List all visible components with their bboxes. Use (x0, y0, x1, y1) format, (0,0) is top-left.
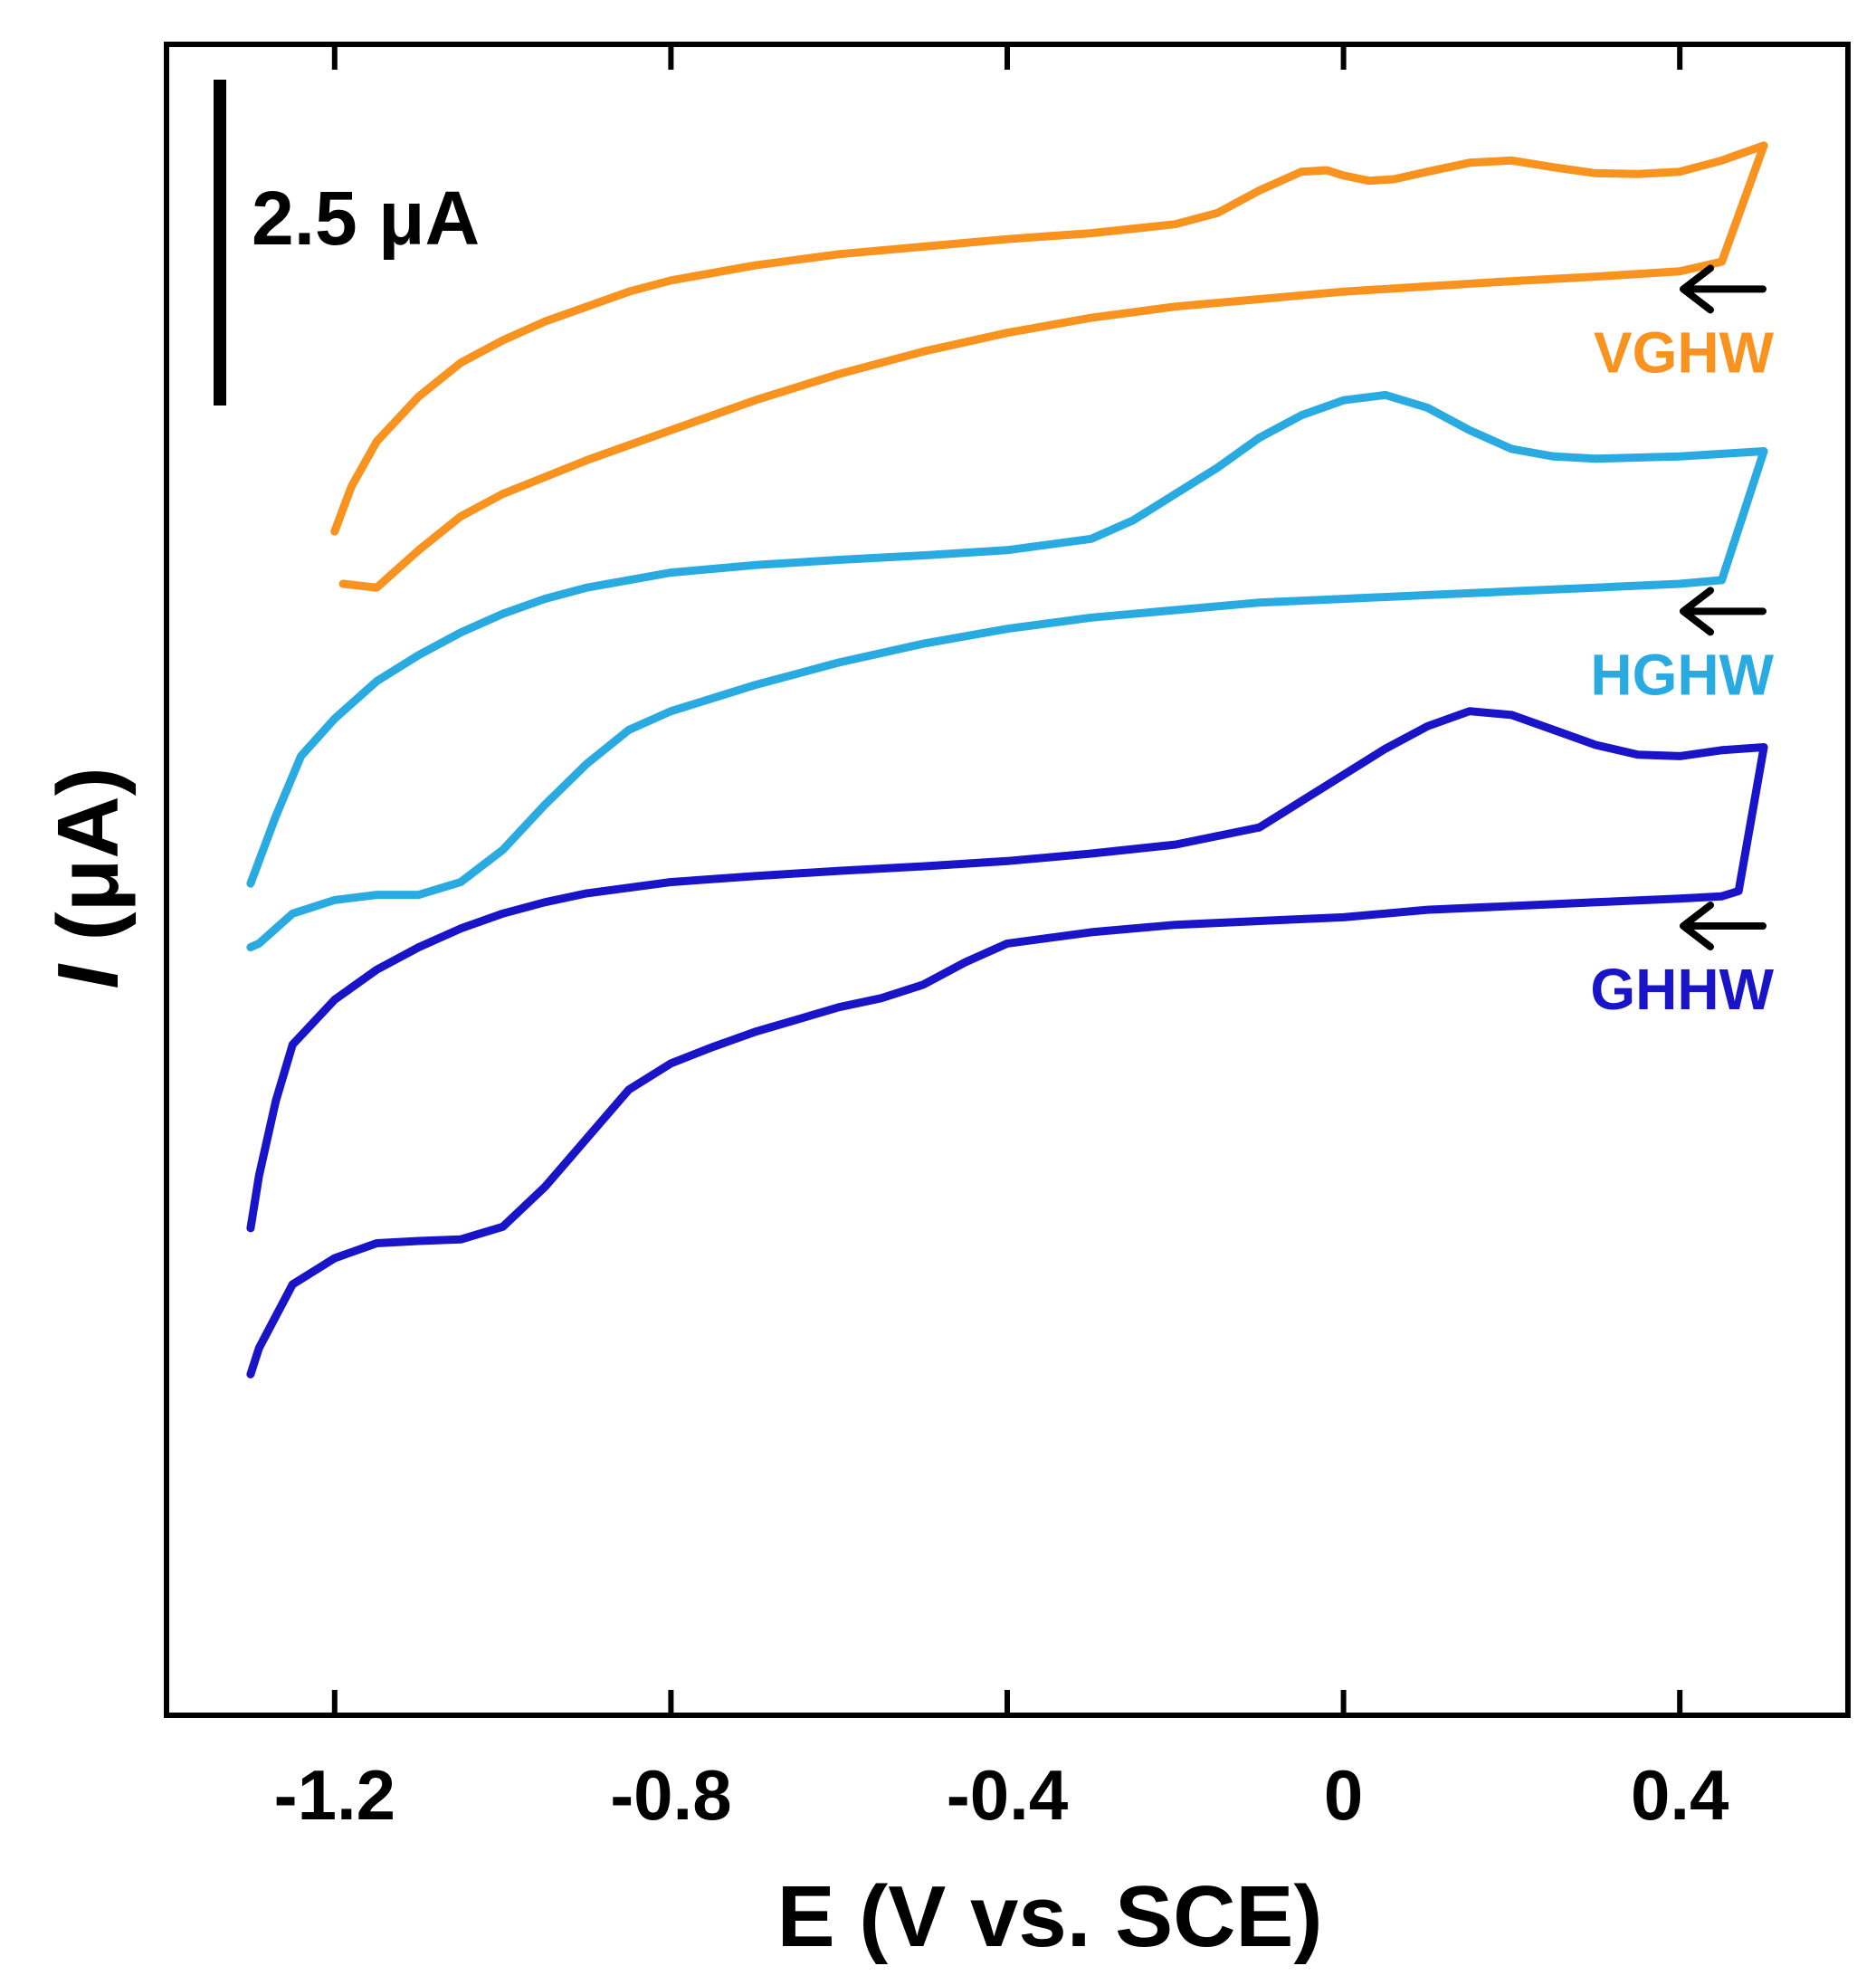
cv-curve-vghw (330, 141, 1768, 592)
cv-curve-hghw (246, 390, 1768, 951)
scale-bar-label: 2.5 μA (252, 176, 480, 261)
x-tick-label: 0.4 (1631, 1755, 1728, 1835)
x-tick-label: -1.2 (274, 1755, 395, 1835)
x-tick-label: -0.8 (610, 1755, 731, 1835)
cv-curve-ghhw (246, 707, 1768, 1379)
x-axis-title: E (V vs. SCE) (777, 1868, 1323, 1965)
x-tick-label: -0.4 (947, 1755, 1068, 1835)
series-label-vghw: VGHW (1594, 320, 1775, 385)
x-ticks-top (331, 44, 1683, 70)
series-curves (246, 141, 1768, 1379)
y-axis-title-unit: (μA) (40, 767, 137, 965)
series-label-ghhw: GHHW (1590, 957, 1774, 1022)
x-ticks-bottom (331, 1690, 1683, 1715)
series-labels: VGHW HGHW GHHW (1590, 320, 1774, 1022)
x-tick-label: 0 (1324, 1755, 1363, 1835)
scan-direction-arrow-icon (1680, 902, 1766, 950)
series-label-hghw: HGHW (1590, 642, 1774, 707)
scan-direction-arrows (1680, 264, 1766, 950)
plot-frame (164, 42, 1851, 1718)
scan-direction-arrow-icon (1680, 264, 1766, 314)
x-tick-labels: -1.2 -0.8 -0.4 0 0.4 (274, 1755, 1729, 1835)
y-axis-title: I (μA) (40, 767, 137, 988)
scan-direction-arrow-icon (1680, 587, 1766, 636)
y-axis-title-symbol: I (40, 963, 137, 989)
